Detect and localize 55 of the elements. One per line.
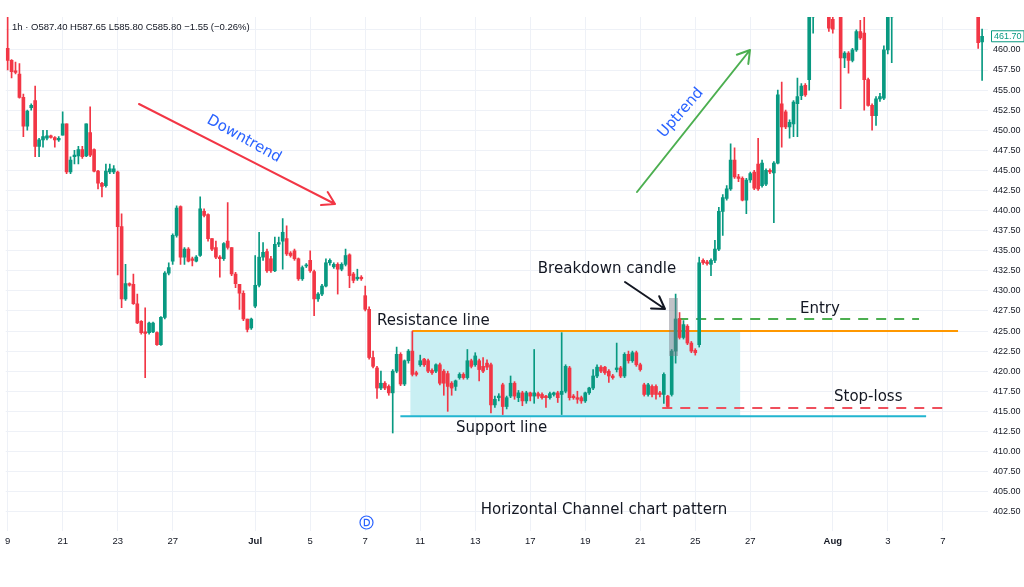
- candlestick: [335, 262, 340, 295]
- x-tick-label: 21: [57, 535, 68, 547]
- y-tick-label: 425.00: [993, 325, 1021, 336]
- candlestick: [544, 394, 548, 408]
- y-tick-label: 402.50: [993, 506, 1021, 517]
- y-tick-label: 430.00: [993, 285, 1021, 296]
- y-tick-label: 420.00: [993, 365, 1021, 376]
- candlestick: [559, 332, 564, 415]
- x-tick-label: 9: [5, 535, 11, 547]
- y-tick-label: 410.00: [993, 445, 1021, 456]
- y-tick-label: 405.00: [993, 486, 1021, 497]
- x-tick-label: 11: [415, 535, 426, 547]
- x-tick-label: 21: [634, 535, 646, 547]
- y-tick-label: 447.50: [993, 144, 1021, 155]
- y-tick-label: 427.50: [993, 305, 1021, 316]
- candlestick: [614, 342, 619, 373]
- y-tick-label: 450.00: [993, 124, 1021, 135]
- x-tick-label: 13: [469, 535, 481, 547]
- x-tick-label: 3: [885, 535, 891, 547]
- text: Horizontal Channel chart pattern: [480, 499, 728, 518]
- x-tick-label: Aug: [823, 535, 843, 547]
- annotation: Breakdown candle: [537, 258, 677, 277]
- x-tick-label: 23: [112, 535, 123, 547]
- y-tick-label: 452.50: [993, 104, 1021, 115]
- x-tick-label: 7: [362, 535, 368, 547]
- y-tick-label: 460.00: [993, 44, 1021, 55]
- ref-line-label: Resistance line: [377, 310, 490, 329]
- y-tick-label: 422.50: [993, 345, 1021, 356]
- y-tick-label: 445.00: [993, 164, 1021, 175]
- y-tick-label: 417.50: [993, 385, 1021, 396]
- candlestick: [280, 218, 285, 270]
- y-tick-label: 442.50: [993, 184, 1021, 195]
- ref-line-label: Support line: [456, 418, 548, 437]
- ref-line-label: Stop-loss: [834, 387, 903, 406]
- x-tick-label: 27: [744, 535, 756, 547]
- x-tick-label: 19: [579, 535, 591, 547]
- y-tick-label: 412.50: [993, 425, 1021, 436]
- y-tick-label: 457.50: [993, 64, 1021, 75]
- x-tick-label: 7: [940, 535, 946, 547]
- y-tick-label: 437.50: [993, 225, 1021, 236]
- candlestick: [980, 28, 984, 81]
- ref-line-label: Entry: [800, 298, 841, 317]
- y-tick-label: 407.50: [993, 466, 1021, 477]
- x-tick-label: 5: [307, 535, 313, 547]
- x-tick-label: Jul: [248, 535, 263, 547]
- x-tick-label: 27: [167, 535, 178, 547]
- x-tick-label: 17: [524, 535, 536, 547]
- y-tick-label: 435.00: [993, 245, 1021, 256]
- y-tick-label: 455.00: [993, 84, 1021, 95]
- x-tick-label: 25: [689, 535, 701, 547]
- annotation: 1h · O587.40 H587.65 L585.80 C585.80 −1.55 (−0.26%): [12, 20, 250, 32]
- y-tick-label: 440.00: [993, 205, 1021, 216]
- annotation: 461.70: [994, 31, 1022, 42]
- y-tick-label: 415.00: [993, 405, 1021, 416]
- y-tick-label: 432.50: [993, 265, 1021, 276]
